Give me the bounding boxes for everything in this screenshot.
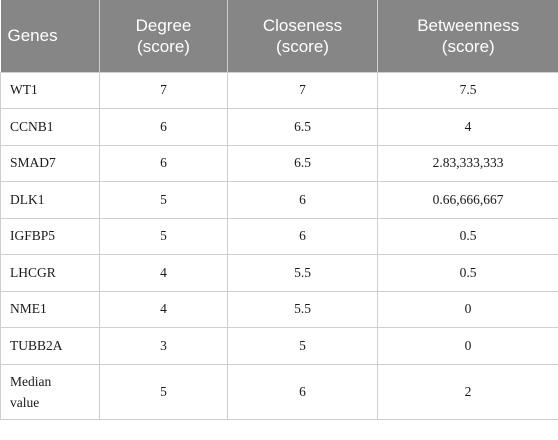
header-row: Genes Degree (score) Closeness (score) B… [0, 0, 558, 72]
closeness-cell: 5.5 [227, 290, 378, 328]
degree-cell: 6 [99, 108, 228, 146]
betweenness-cell: 2.83,333,333 [377, 144, 558, 182]
gene-cell: SMAD7 [0, 144, 100, 182]
closeness-cell: 6 [227, 363, 378, 420]
closeness-cell: 5.5 [227, 254, 378, 292]
closeness-cell: 5 [227, 327, 378, 365]
closeness-cell: 6.5 [227, 144, 378, 182]
table-row: IGFBP5 5 6 0.5 [0, 217, 558, 255]
degree-cell: 6 [99, 144, 228, 182]
median-row: Median value 5 6 2 [0, 363, 558, 420]
betweenness-cell: 0 [377, 327, 558, 365]
betweenness-cell: 0.66,666,667 [377, 181, 558, 219]
closeness-cell: 6.5 [227, 108, 378, 146]
median-label-cell: Median value [0, 363, 100, 420]
table-row: CCNB1 6 6.5 4 [0, 108, 558, 146]
betweenness-cell: 0.5 [377, 217, 558, 255]
gene-cell: WT1 [0, 71, 100, 109]
betweenness-cell: 0.5 [377, 254, 558, 292]
table-row: LHCGR 4 5.5 0.5 [0, 254, 558, 292]
closeness-cell: 7 [227, 71, 378, 109]
degree-cell: 7 [99, 71, 228, 109]
closeness-cell: 6 [227, 217, 378, 255]
header-degree: Degree (score) [99, 0, 228, 72]
degree-cell: 5 [99, 217, 228, 255]
betweenness-cell: 7.5 [377, 71, 558, 109]
gene-cell: TUBB2A [0, 327, 100, 365]
degree-cell: 4 [99, 290, 228, 328]
betweenness-cell: 0 [377, 290, 558, 328]
header-genes: Genes [0, 0, 100, 72]
betweenness-cell: 4 [377, 108, 558, 146]
table-row: NME1 4 5.5 0 [0, 290, 558, 328]
header-betweenness: Betweenness (score) [377, 0, 558, 72]
table-row: WT1 7 7 7.5 [0, 71, 558, 109]
gene-cell: LHCGR [0, 254, 100, 292]
degree-cell: 3 [99, 327, 228, 365]
table-row: DLK1 5 6 0.66,666,667 [0, 181, 558, 219]
table-row: SMAD7 6 6.5 2.83,333,333 [0, 144, 558, 182]
table-body: WT1 7 7 7.5 CCNB1 6 6.5 4 SMAD7 6 6.5 2.… [0, 71, 558, 420]
table-row: TUBB2A 3 5 0 [0, 327, 558, 365]
betweenness-cell: 2 [377, 363, 558, 420]
gene-cell: NME1 [0, 290, 100, 328]
closeness-cell: 6 [227, 181, 378, 219]
header-closeness: Closeness (score) [227, 0, 378, 72]
degree-cell: 5 [99, 181, 228, 219]
gene-cell: DLK1 [0, 181, 100, 219]
gene-score-table: Genes Degree (score) Closeness (score) B… [0, 0, 558, 420]
gene-cell: CCNB1 [0, 108, 100, 146]
degree-cell: 4 [99, 254, 228, 292]
gene-cell: IGFBP5 [0, 217, 100, 255]
table-header: Genes Degree (score) Closeness (score) B… [0, 0, 558, 72]
degree-cell: 5 [99, 363, 228, 420]
